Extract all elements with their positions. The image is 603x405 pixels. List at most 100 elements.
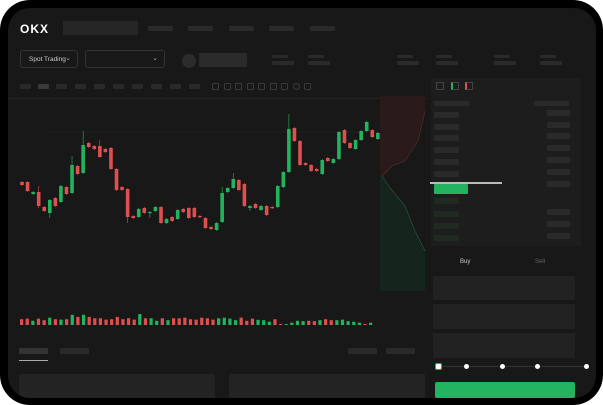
candle-body <box>348 143 352 148</box>
stat-value <box>308 61 330 65</box>
nav-item[interactable] <box>148 26 173 31</box>
stat-label <box>308 55 324 58</box>
candle-body <box>181 209 186 212</box>
book-asks-icon[interactable] <box>465 82 473 90</box>
volume-bar <box>352 321 356 325</box>
candlestick-chart[interactable] <box>8 8 428 338</box>
amount-input[interactable] <box>433 304 575 329</box>
search-input[interactable] <box>63 21 138 35</box>
timeframe-button[interactable] <box>113 84 124 89</box>
slider-stop[interactable] <box>535 364 540 369</box>
orderbook-header <box>534 101 569 106</box>
slider-stop[interactable] <box>500 364 505 369</box>
candle-body <box>42 207 47 211</box>
candle-body <box>264 206 269 215</box>
candle-body <box>86 143 91 147</box>
volume-bar <box>155 320 159 325</box>
orders-card <box>229 374 425 398</box>
volume-bar <box>93 318 97 325</box>
volume-bar <box>200 317 204 325</box>
candle-body <box>170 217 174 221</box>
nav-item[interactable] <box>310 26 335 31</box>
ask-size <box>547 133 570 139</box>
tab-buy[interactable]: Buy <box>460 259 471 265</box>
timeframe-button[interactable] <box>189 84 200 89</box>
candle-body <box>231 179 236 188</box>
timeframe-button[interactable] <box>56 84 67 89</box>
stat-value <box>436 61 458 65</box>
buy-button[interactable] <box>435 382 575 398</box>
volume-bar <box>115 316 119 325</box>
candle-body <box>376 133 380 139</box>
timeframe-button[interactable] <box>20 84 31 89</box>
candle-body <box>175 210 180 219</box>
timeframe-button[interactable] <box>151 84 162 89</box>
candle-body <box>64 187 69 194</box>
volume-bar <box>369 322 373 325</box>
draw-icon[interactable] <box>235 83 242 90</box>
volume-bar <box>48 317 52 325</box>
draw-icon[interactable] <box>269 83 277 90</box>
volume-bar <box>31 320 35 325</box>
volume-bar <box>295 320 300 325</box>
volume-bar <box>132 319 136 325</box>
candle-body <box>309 165 313 171</box>
tab-history[interactable] <box>60 348 89 354</box>
ask-size <box>547 169 570 175</box>
timeframe-button[interactable] <box>170 84 181 89</box>
candle-body <box>248 206 252 208</box>
candle-body <box>20 182 24 185</box>
volume-bar <box>177 318 181 325</box>
timeframe-button[interactable] <box>75 84 86 89</box>
timeframe-button[interactable] <box>94 84 105 89</box>
mid-price <box>434 184 468 194</box>
pair-select[interactable]: ⌄ <box>85 50 165 68</box>
candle-body <box>203 218 208 228</box>
candle-body <box>75 166 80 174</box>
indicator-icon[interactable] <box>212 83 219 90</box>
filter-button[interactable] <box>386 348 415 354</box>
bid-size <box>547 221 570 227</box>
tab-open-orders[interactable] <box>19 348 48 354</box>
nav-item[interactable] <box>188 26 213 31</box>
price-input[interactable] <box>433 276 575 300</box>
slider-handle[interactable] <box>435 363 442 370</box>
book-bids-icon[interactable] <box>451 82 459 90</box>
total-input[interactable] <box>433 333 575 358</box>
candle-body <box>53 198 58 206</box>
chevron-down-icon[interactable] <box>223 83 231 90</box>
candle-body <box>275 186 280 207</box>
volume-bar <box>25 318 29 325</box>
tab-sell[interactable]: Sell <box>535 259 546 265</box>
candle-body <box>198 216 202 218</box>
market-select-label: Spot Trading <box>29 55 66 63</box>
camera-icon[interactable] <box>281 83 288 90</box>
slider-stop[interactable] <box>464 364 469 369</box>
book-both-icon[interactable] <box>436 82 444 90</box>
nav-item[interactable] <box>229 26 254 31</box>
volume-bar <box>250 318 255 325</box>
timeframe-button[interactable] <box>132 84 143 89</box>
orderbook-panel <box>431 78 581 246</box>
stat-value <box>272 61 294 65</box>
candle-body <box>253 204 258 208</box>
candle-body <box>103 149 108 152</box>
slider-stop[interactable] <box>584 364 589 369</box>
ask-price <box>434 112 459 118</box>
amount-slider-track[interactable] <box>438 366 588 367</box>
candle-body <box>36 192 41 206</box>
candle-body <box>342 130 347 143</box>
market-select[interactable]: Spot Trading ⌄ <box>20 50 78 68</box>
settings-icon[interactable] <box>292 83 300 90</box>
orderbook-header <box>434 101 469 106</box>
volume-bar <box>222 317 226 325</box>
filter-button[interactable] <box>348 348 377 354</box>
candle-body <box>320 160 325 174</box>
candle-body <box>225 188 230 192</box>
fullscreen-icon[interactable] <box>304 83 311 90</box>
chevron-down-icon[interactable] <box>246 83 254 90</box>
timeframe-button[interactable] <box>38 84 49 89</box>
nav-item[interactable] <box>269 26 294 31</box>
line-icon[interactable] <box>258 83 265 90</box>
ask-price <box>434 135 459 141</box>
